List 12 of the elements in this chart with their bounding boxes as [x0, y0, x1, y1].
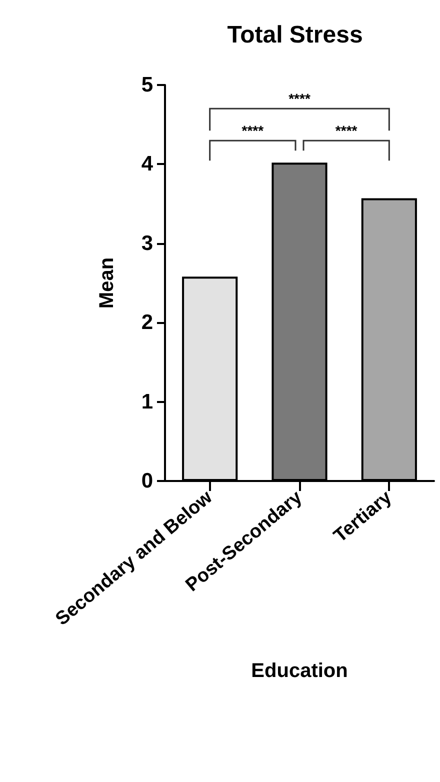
y-axis-title: Mean: [96, 257, 118, 309]
y-tick-label: 1: [141, 390, 154, 414]
chart-title: Total Stress: [227, 22, 363, 48]
y-tick-label: 4: [141, 152, 154, 176]
annotation: ****: [288, 90, 311, 107]
y-tick-label: 2: [141, 311, 153, 334]
annotation: ****: [242, 122, 264, 139]
y-tick-label: 3: [141, 232, 153, 255]
y-tick-label: 0: [141, 470, 153, 492]
x-axis-title: Education: [251, 660, 348, 682]
y-tick-label: 5: [141, 74, 154, 96]
annotation: ****: [335, 122, 358, 139]
